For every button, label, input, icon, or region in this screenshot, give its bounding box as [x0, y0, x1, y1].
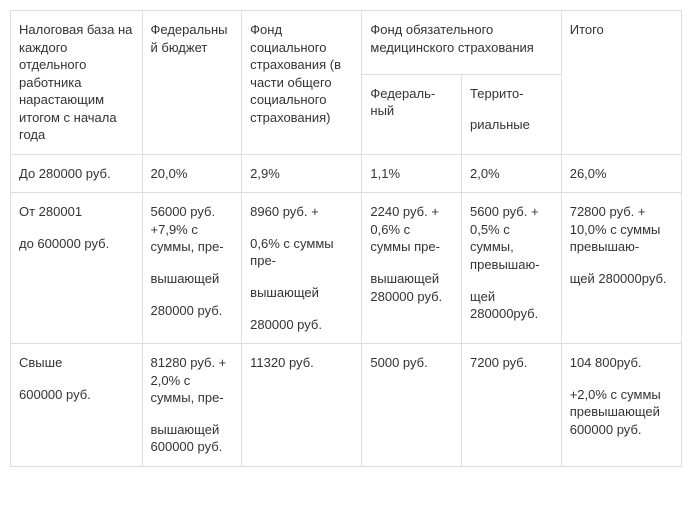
cell-paragraph: 26,0%: [570, 165, 673, 183]
table-cell: 81280 руб. + 2,0% с суммы, пре-вышающей …: [142, 344, 242, 467]
cell-paragraph: 11320 руб.: [250, 354, 353, 372]
cell-paragraph: 2,0%: [470, 165, 553, 183]
header-text: Фонд социального страхования (в части об…: [250, 21, 353, 126]
cell-paragraph: вышающей 600000 руб.: [151, 421, 234, 456]
col-medical-territorial: Террито- риальные: [462, 74, 562, 154]
header-text: Налоговая база на каждого отдельного раб…: [19, 21, 134, 144]
table-cell: 8960 руб. + 0,6% с суммы пре-вышающей 2800…: [242, 193, 362, 344]
cell-paragraph: 8960 руб. +: [250, 203, 353, 221]
table-cell: 5000 руб.: [362, 344, 462, 467]
table-cell: 2,9%: [242, 154, 362, 193]
col-medical-federal: Федераль-ный: [362, 74, 462, 154]
table-row: От 280001 до 600000 руб. 56000 руб. +7,9% …: [11, 193, 682, 344]
header-text: Итого: [570, 21, 673, 39]
table-cell: 2,0%: [462, 154, 562, 193]
table-cell: 104 800руб. +2,0% с суммы превышающей 600…: [561, 344, 681, 467]
cell-paragraph: 7200 руб.: [470, 354, 553, 372]
cell-paragraph: щей 280000руб.: [570, 270, 673, 288]
cell-paragraph: вышающей: [250, 284, 353, 302]
col-medical-insurance-group: Фонд обязательного медицинского страхова…: [362, 11, 561, 75]
header-text: Фонд обязательного медицинского страхова…: [370, 21, 552, 56]
cell-paragraph: 2,9%: [250, 165, 353, 183]
cell-paragraph: 1,1%: [370, 165, 453, 183]
table-row: Свыше 600000 руб. 81280 руб. + 2,0% с сумм…: [11, 344, 682, 467]
table-cell: 1,1%: [362, 154, 462, 193]
table-cell: 26,0%: [561, 154, 681, 193]
cell-paragraph: 0,6% с суммы пре-: [250, 235, 353, 270]
cell-paragraph: +2,0% с суммы превышающей 600000 руб.: [570, 386, 673, 439]
table-row: До 280000 руб. 20,0% 2,9% 1,1% 2,0% 26,0%: [11, 154, 682, 193]
header-text: Федераль-ный: [370, 85, 453, 120]
cell-paragraph: вышающей 280000 руб.: [370, 270, 453, 305]
cell-paragraph: 56000 руб. +7,9% с суммы, пре-: [151, 203, 234, 256]
cell-paragraph: до 600000 руб.: [19, 235, 134, 253]
table-cell: Свыше 600000 руб.: [11, 344, 143, 467]
table-cell: 56000 руб. +7,9% с суммы, пре-вышающей 28…: [142, 193, 242, 344]
header-text: Федеральный бюджет: [151, 21, 234, 56]
col-social-insurance: Фонд социального страхования (в части об…: [242, 11, 362, 155]
table-cell: 2240 руб. + 0,6% с суммы пре-вышающей 28…: [362, 193, 462, 344]
col-tax-base: Налоговая база на каждого отдельного раб…: [11, 11, 143, 155]
table-cell: До 280000 руб.: [11, 154, 143, 193]
header-text: риальные: [470, 116, 553, 134]
cell-paragraph: щей 280000руб.: [470, 288, 553, 323]
table-header: Налоговая база на каждого отдельного раб…: [11, 11, 682, 155]
cell-paragraph: 2240 руб. + 0,6% с суммы пре-: [370, 203, 453, 256]
cell-paragraph: 20,0%: [151, 165, 234, 183]
cell-paragraph: 81280 руб. + 2,0% с суммы, пре-: [151, 354, 234, 407]
table-cell: 20,0%: [142, 154, 242, 193]
cell-paragraph: 600000 руб.: [19, 386, 134, 404]
table-cell: От 280001 до 600000 руб.: [11, 193, 143, 344]
cell-paragraph: 5000 руб.: [370, 354, 453, 372]
table-cell: 72800 руб. + 10,0% с суммы превышаю-щей …: [561, 193, 681, 344]
col-total: Итого: [561, 11, 681, 155]
cell-paragraph: 5600 руб. + 0,5% с суммы, превышаю-: [470, 203, 553, 273]
table-body: До 280000 руб. 20,0% 2,9% 1,1% 2,0% 26,0% От 2…: [11, 154, 682, 466]
tax-rates-table: Налоговая база на каждого отдельного раб…: [10, 10, 682, 467]
cell-paragraph: 280000 руб.: [151, 302, 234, 320]
col-federal-budget: Федеральный бюджет: [142, 11, 242, 155]
table-cell: 11320 руб.: [242, 344, 362, 467]
cell-paragraph: 104 800руб.: [570, 354, 673, 372]
cell-paragraph: вышающей: [151, 270, 234, 288]
table-cell: 5600 руб. + 0,5% с суммы, превышаю-щей 2…: [462, 193, 562, 344]
cell-paragraph: От 280001: [19, 203, 134, 221]
table-cell: 7200 руб.: [462, 344, 562, 467]
cell-paragraph: До 280000 руб.: [19, 165, 134, 183]
cell-paragraph: Свыше: [19, 354, 134, 372]
header-text: Террито-: [470, 85, 553, 103]
cell-paragraph: 280000 руб.: [250, 316, 353, 334]
cell-paragraph: 72800 руб. + 10,0% с суммы превышаю-: [570, 203, 673, 256]
